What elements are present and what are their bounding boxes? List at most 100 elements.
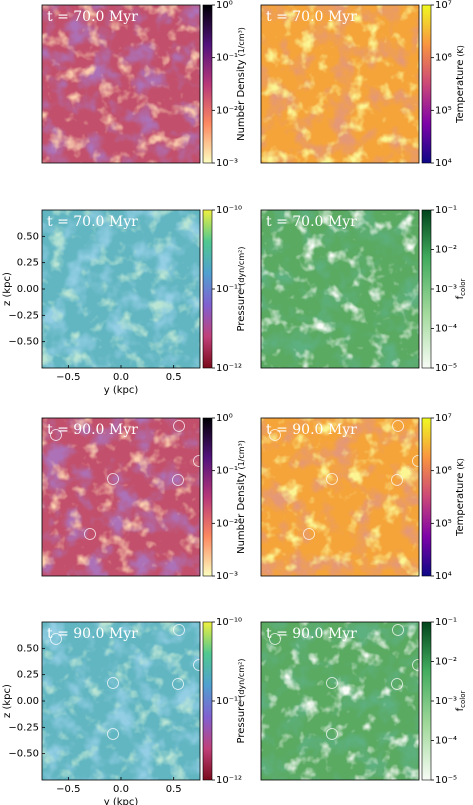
colorbar-tick-label: 10⁻¹ [435,617,457,628]
colorbar-tick-label: 10⁵ [435,518,452,529]
x-axis-label: y (kpc) [104,385,139,396]
colorbar-tick-label: 10⁻² [216,105,238,116]
colorbar-tick-label: 10⁻¹² [216,775,242,786]
y-tick-label: −0.25 [8,722,39,733]
colorbar-tick-label: 10⁻⁴ [435,736,457,747]
clump-marker [107,728,119,740]
panel-title: t = 90.0 Myr [47,626,138,642]
colorbar-unit: (1/cm³) [237,440,246,469]
clump-marker [391,678,403,690]
colorbar-label: Pressure (dyn/cm²) [236,659,247,744]
colorbar-tick-label: 10⁷ [435,413,452,424]
y-tick-label: 0.50 [17,231,39,242]
colorbar-unit: (K) [456,458,465,470]
panel: t = 70.0 Myr 10⁷ 10⁶ 10⁵ 10⁴ Temperature (K) [260,0,466,169]
panel-frame [260,621,420,781]
colorbar [421,209,432,369]
texture-light [261,210,419,368]
y-tick-label: −0.50 [8,337,39,348]
colorbar [202,4,213,164]
clump-marker [107,677,119,689]
colorbar-unit: (dyn/cm²) [237,659,246,698]
colorbar-tick-label: 10⁻² [435,657,457,668]
panel-title: t = 70.0 Myr [47,214,138,230]
clump-marker [269,633,281,645]
panel-frame [260,4,420,164]
panel: t = 90.0 Myr 10⁻¹ 10⁻² 10⁻³ 10⁻⁴ 10⁻⁵ fcolor [260,617,467,786]
x-axis-label: y (kpc) [104,797,139,805]
colorbar-tick-label: 10⁶ [435,53,452,64]
colorbar-label: fcolor [455,691,467,712]
colorbar-label: fcolor [455,279,467,300]
panel: t = 90.0 Myr 10⁰ 10⁻¹ 10⁻² 10⁻³ Number Densit… [41,413,247,582]
colorbar-tick-label: 10⁰ [216,0,233,11]
clump-marker [391,474,403,486]
texture-light [261,418,419,576]
panel-frame [41,417,201,577]
clump-marker [326,677,338,689]
x-tick-label: 0.5 [166,372,182,383]
colorbar [202,621,213,781]
colorbar [421,4,432,164]
colorbar [202,417,213,577]
colorbar-label-text: Number Density [236,59,247,140]
texture-light [42,418,200,576]
colorbar-label-text: Pressure [236,289,247,332]
colorbar-label-text: f [455,295,466,299]
clump-marker [173,624,185,636]
colorbar-unit: (1/cm³) [237,27,246,56]
y-axis-label: z (kpc) [2,684,13,718]
colorbar-label-text: f [455,707,466,711]
colorbar-tick-label: 10⁻² [216,518,238,529]
colorbar-tick-label: 10⁻⁵ [435,363,457,374]
texture-light [42,210,200,368]
panel-title: t = 90.0 Myr [266,422,357,438]
panel-frame [41,4,201,164]
clump-marker [50,429,62,441]
colorbar [421,621,432,781]
colorbar-tick-label: 10⁻³ [435,696,457,707]
colorbar-label-text: Number Density [236,472,247,553]
texture-light [42,5,200,163]
clump-marker [326,473,338,485]
colorbar-tick-label: 10⁻¹ [216,53,238,64]
texture-light [261,5,419,163]
y-tick-label: 0.25 [17,258,39,269]
colorbar-tick-label: 10⁻³ [216,571,238,582]
panel-title: t = 70.0 Myr [47,9,138,25]
panel-title: t = 90.0 Myr [266,626,357,642]
colorbar-tick-label: 10⁴ [435,158,452,169]
clump-marker [173,420,185,432]
colorbar-tick-label: 10⁷ [435,0,452,11]
panel: t = 90.0 Myr 10⁻¹⁰ 10⁻¹¹ 10⁻¹² Pressure (dyn/… [2,617,247,805]
texture-light [42,622,200,780]
colorbar-label: Number Density (1/cm³) [236,27,247,141]
y-tick-label: 0.00 [17,696,39,707]
colorbar-tick-label: 10⁵ [435,105,452,116]
colorbar-label-text: Temperature [455,473,466,537]
clump-marker [303,528,315,540]
colorbar [421,417,432,577]
colorbar-tick-label: 10⁻¹⁰ [216,617,242,628]
panel: t = 90.0 Myr 10⁷ 10⁶ 10⁵ 10⁴ Temperature (K) [260,413,466,582]
colorbar-tick-label: 10⁴ [435,571,452,582]
colorbar-tick-label: 10⁻¹⁰ [216,205,242,216]
colorbar-label-text: Temperature [455,60,466,124]
colorbar-unit: (K) [456,45,465,57]
y-tick-label: −0.25 [8,310,39,321]
y-axis-label: z (kpc) [2,272,13,306]
panel: t = 70.0 Myr 10⁻¹ 10⁻² 10⁻³ 10⁻⁴ 10⁻⁵ fcolor [260,205,467,374]
panel-title: t = 70.0 Myr [266,214,357,230]
colorbar-label: Pressure (dyn/cm²) [236,247,247,332]
colorbar-unit: (dyn/cm²) [237,247,246,286]
clump-marker [107,473,119,485]
texture-light [261,622,419,780]
clump-marker [172,678,184,690]
colorbar-tick-label: 10⁻⁴ [435,324,457,335]
panel-title: t = 70.0 Myr [266,9,357,25]
colorbar-label: Temperature (K) [455,458,466,537]
panel-frame [260,417,420,577]
x-tick-label: 0.0 [113,784,129,795]
colorbar-tick-label: 10⁻¹¹ [216,284,242,295]
